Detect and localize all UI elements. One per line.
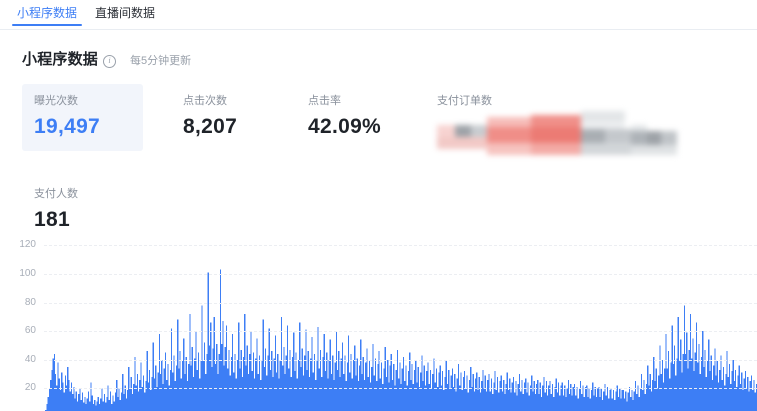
metric-value: 42.09% [308, 115, 382, 138]
y-axis-tick-label: 40 [24, 353, 36, 365]
y-axis-tick-label: 80 [24, 296, 36, 308]
metric-row-primary: 曝光次数 19,497 点击次数 8,207 点击率 42.09% 支付订单数 [22, 84, 735, 173]
metric-cards: 曝光次数 19,497 点击次数 8,207 点击率 42.09% 支付订单数 [22, 84, 735, 244]
metric-card-paid-user-count[interactable]: 支付人数 181 [22, 177, 143, 244]
exposure-trend-chart: 20 40 60 80 100 120 [0, 222, 757, 411]
chart-gridline [44, 273, 757, 275]
metric-label: 曝光次数 [34, 95, 78, 107]
tab-label: 小程序数据 [17, 6, 78, 20]
info-circle-icon[interactable]: i [103, 54, 117, 68]
redacted-value-blur [437, 111, 692, 163]
chart-series-bars [44, 269, 757, 411]
metric-label: 支付订单数 [437, 95, 492, 107]
metric-card-click-rate[interactable]: 点击率 42.09% [296, 84, 417, 151]
metric-label: 支付人数 [34, 188, 78, 200]
chart-gridline [44, 245, 757, 247]
metric-row-secondary: 支付人数 181 [22, 177, 735, 244]
tab-miniprogram-data[interactable]: 小程序数据 [8, 0, 86, 26]
metric-label: 点击次数 [183, 95, 227, 107]
metric-value: 8,207 [183, 115, 238, 138]
page-title: 小程序数据 [22, 51, 99, 68]
metric-card-paid-order-count[interactable]: 支付订单数 [425, 84, 677, 173]
chart-gridline [44, 302, 757, 304]
tab-bar: 小程序数据 直播间数据 [0, 0, 757, 30]
chart-gridline [44, 331, 757, 333]
y-axis-tick-label: 100 [19, 267, 36, 279]
tab-livestream-data[interactable]: 直播间数据 [86, 0, 164, 20]
chart-plot-area[interactable] [44, 222, 757, 411]
metric-label: 点击率 [308, 95, 341, 107]
tab-label: 直播间数据 [95, 6, 156, 20]
metric-value: 19,497 [34, 115, 101, 138]
miniprogram-data-panel: 小程序数据 i 每5分钟更新 曝光次数 19,497 点击次数 8,207 点击… [0, 30, 757, 244]
chart-gridline [44, 388, 757, 390]
metric-card-click-count[interactable]: 点击次数 8,207 [171, 84, 292, 151]
y-axis-tick-label: 20 [24, 382, 36, 394]
chart-y-axis: 20 40 60 80 100 120 [0, 222, 44, 411]
metric-value: 181 [34, 208, 70, 231]
y-axis-tick-label: 60 [24, 325, 36, 337]
update-frequency-note: 每5分钟更新 [130, 55, 192, 67]
y-axis-tick-label: 120 [19, 239, 36, 251]
panel-header: 小程序数据 i 每5分钟更新 [22, 30, 735, 72]
chart-gridline [44, 359, 757, 361]
metric-card-exposure-count[interactable]: 曝光次数 19,497 [22, 84, 143, 151]
